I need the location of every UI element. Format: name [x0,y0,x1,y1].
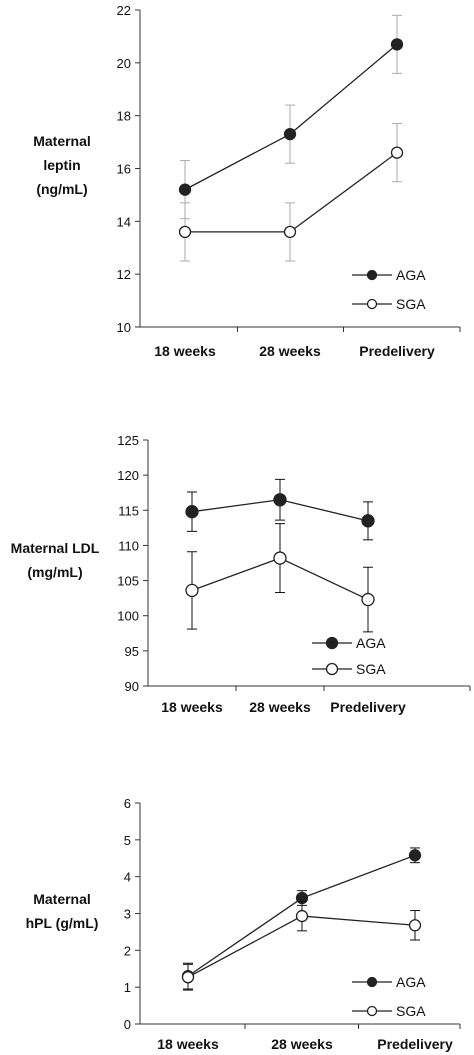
data-point [295,909,309,923]
series-aga [178,14,404,220]
y-tick-label: 14 [117,214,131,229]
data-point [390,146,404,159]
legend-label: AGA [356,635,386,651]
data-point [185,505,199,519]
data-point [408,849,422,862]
y-axis-label: Maternal [33,891,91,907]
x-tick-label: 18 weeks [161,699,223,715]
x-tick-label: 28 weeks [259,343,321,359]
y-tick-label: 95 [125,644,139,659]
y-tick-label: 10 [117,320,131,335]
x-tick-label: 28 weeks [249,699,311,715]
chart-1: Maternal leptin (ng/mL) 10 12 14 16 18 20 22 18 we… [33,3,461,359]
x-tick-label: 28 weeks [271,1036,333,1052]
x-tick-label: 18 weeks [154,343,216,359]
data-point [390,38,404,51]
x-tick-label: Predelivery [377,1036,453,1052]
legend-label: SGA [356,661,386,677]
y-tick-label: 12 [117,267,131,282]
legend-label: SGA [396,1003,426,1019]
x-tick-label: Predelivery [359,343,435,359]
legend-marker [325,636,339,650]
y-tick-label: 6 [124,796,131,811]
y-tick-label: 22 [117,3,131,18]
y-tick-label: 1 [124,980,131,995]
data-point [273,493,287,507]
data-point [178,225,192,239]
y-tick-label: 115 [118,503,139,518]
y-tick-label: 125 [117,433,139,448]
y-tick-label: 16 [117,162,131,177]
y-tick-label: 20 [117,56,131,71]
data-point [178,183,192,196]
series-line [184,43,398,191]
data-point [283,225,297,239]
y-tick-label: 105 [117,574,139,589]
y-axis-label: (ng/mL) [36,181,87,197]
legend-label: SGA [396,296,426,312]
data-point [283,128,297,141]
chart-2: Maternal LDL (mg/mL) 90 95 100 105 110 115 120 12… [11,433,471,715]
data-point [361,592,375,607]
y-axis-label: Maternal [33,133,91,149]
legend-marker [366,298,378,310]
legend-label: AGA [396,267,426,283]
data-point [185,583,199,598]
y-tick-label: 5 [124,833,131,848]
series-aga [185,478,375,541]
y-tick-label: 90 [125,679,139,694]
y-axis-label: hPL (g/mL) [26,915,99,931]
y-axis-label: leptin [43,157,80,173]
series-line [185,152,398,233]
legend-label: AGA [396,974,426,990]
legend-marker [366,269,378,281]
y-tick-label: 18 [117,109,131,124]
y-tick-label: 120 [117,468,139,483]
data-point [361,514,375,528]
data-point [273,551,287,565]
y-axis-label: (mg/mL) [27,564,82,580]
series-sga [185,523,375,633]
legend-marker [366,1005,378,1017]
y-tick-label: 2 [124,943,131,958]
x-tick-label: Predelivery [330,699,406,715]
legend-marker [366,976,378,988]
x-tick-label: 18 weeks [157,1036,219,1052]
chart-3: Maternal hPL (g/mL) 0 1 2 3 4 5 6 18 weeks 28 week… [26,796,461,1052]
y-tick-label: 0 [124,1017,131,1032]
y-tick-label: 110 [118,538,139,553]
y-axis-label: Maternal LDL [11,540,100,556]
data-point [408,919,422,932]
y-tick-label: 3 [124,907,131,922]
series-sga [178,123,404,262]
y-tick-label: 4 [124,870,131,885]
legend-marker [325,662,339,676]
data-point [181,971,195,984]
y-tick-label: 100 [117,609,139,624]
series-sga [181,900,422,991]
